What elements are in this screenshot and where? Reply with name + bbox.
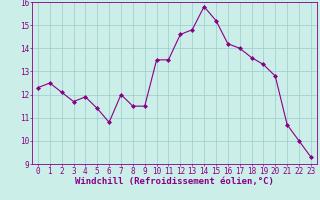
X-axis label: Windchill (Refroidissement éolien,°C): Windchill (Refroidissement éolien,°C) <box>75 177 274 186</box>
